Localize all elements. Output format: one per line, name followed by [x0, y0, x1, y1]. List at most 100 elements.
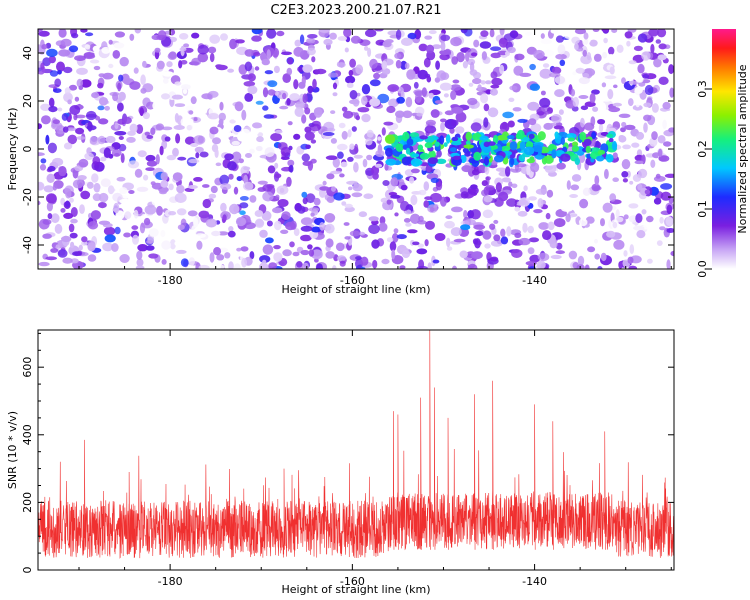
spectrogram-feature-cell — [434, 141, 440, 147]
spectrogram-cell — [76, 67, 88, 75]
spectrogram-cell — [60, 208, 66, 213]
spectrogram-cell — [644, 189, 651, 195]
spectrogram-feature-cell — [554, 131, 559, 139]
spectrogram-cell — [344, 47, 349, 53]
spectrogram-cell — [201, 93, 213, 100]
spectrogram-cell — [136, 186, 149, 192]
spectrogram-cell — [499, 64, 505, 75]
spectrogram-cell — [265, 237, 274, 244]
spectrogram-cell — [440, 122, 445, 132]
spectrogram-cell — [600, 252, 607, 262]
spectrogram-cell — [124, 211, 132, 220]
spectrogram-cell — [367, 47, 372, 57]
spectrogram-cell — [199, 151, 209, 158]
spectrogram-cell — [622, 178, 629, 183]
spectrogram-cell — [156, 60, 165, 70]
spectrogram-cell — [391, 249, 396, 260]
spectrogram-cell — [293, 228, 300, 237]
spectrogram-cell — [452, 79, 460, 84]
spectrogram-cell — [430, 177, 439, 183]
spectrogram-cell — [542, 63, 550, 68]
spectrogram-feature-cell — [449, 147, 457, 153]
spectrogram-cell — [475, 230, 484, 237]
spectrogram-feature-cell — [419, 135, 429, 140]
spectrogram-cell — [307, 85, 314, 94]
spectrogram-cell — [389, 241, 397, 252]
spectrogram-cell — [52, 119, 60, 125]
spectrogram-cell — [509, 85, 518, 91]
spectrogram-cell — [618, 261, 623, 269]
spectrogram-cell — [499, 29, 505, 36]
spectrogram-cell — [432, 259, 440, 264]
spectrogram-cell — [361, 113, 371, 123]
spectrogram-feature-cell — [406, 138, 414, 146]
spectrogram-cell — [210, 185, 218, 194]
spectrogram-cell — [181, 84, 191, 90]
spectrogram-cell — [656, 29, 667, 38]
spectrogram-cell — [632, 118, 640, 127]
spectrogram-cell — [337, 36, 348, 41]
spectrogram-cell — [300, 217, 313, 226]
spectrogram-cell — [404, 62, 410, 70]
spectrogram-cell — [355, 256, 362, 260]
spectrogram-cell — [425, 119, 436, 126]
spectrogram-cell — [343, 29, 352, 38]
spectrogram-cell — [145, 167, 155, 172]
spectrogram-cell — [160, 103, 173, 111]
spectrogram-feature-cell — [583, 138, 592, 146]
spectrogram-cell — [193, 217, 199, 228]
spectrogram-cell — [239, 196, 249, 201]
spectrogram-cell — [56, 125, 66, 135]
spectrogram-cell — [468, 82, 474, 87]
spectrogram-cell — [527, 101, 540, 111]
spectrogram-cell — [498, 37, 508, 48]
spectrogram-cell — [460, 191, 469, 199]
spectrogram-cell — [154, 47, 161, 53]
spectrogram-cell — [48, 97, 55, 108]
spectrogram-cell — [250, 129, 259, 136]
spectrogram-cell — [187, 185, 198, 189]
spectrogram-cell — [621, 121, 627, 128]
spectrogram-cell — [41, 44, 48, 50]
spectrogram-cell — [129, 123, 138, 133]
spectrogram-cell — [451, 106, 464, 114]
spectrogram-cell — [310, 212, 315, 217]
spectrogram-cell — [162, 71, 174, 77]
spectrogram-cell — [356, 92, 361, 97]
spectrogram-cell — [132, 234, 139, 245]
spectrogram-cell — [209, 252, 215, 263]
spectrogram-cell — [382, 180, 390, 186]
spectrogram-cell — [47, 213, 53, 220]
spectrogram-cell — [71, 33, 79, 39]
snr-frame — [37, 329, 675, 571]
spectrogram-feature-cell — [487, 141, 496, 146]
spectrogram-cell — [187, 249, 199, 259]
spectrogram-cell — [93, 182, 101, 193]
spectrogram-cell — [643, 102, 652, 108]
spectrogram-cell — [528, 266, 536, 269]
spectrogram-cell — [171, 94, 183, 100]
spectrogram-cell — [45, 256, 58, 261]
spectrogram-cell — [247, 73, 256, 82]
spectrogram-cell — [582, 73, 590, 78]
spectrogram-cell — [95, 116, 101, 121]
spectrogram-cell — [188, 110, 194, 115]
spectrogram-cell — [607, 89, 614, 100]
spectrogram-cell — [38, 218, 50, 230]
spectrogram-cell — [87, 254, 97, 262]
spectrogram-cell — [344, 236, 351, 240]
spectrogram-cell — [60, 38, 72, 47]
spectrogram-feature-cell — [451, 141, 462, 146]
spectrogram-feature-cell — [443, 142, 448, 148]
spectrogram-cell — [641, 51, 651, 61]
spectrogram-cell — [460, 224, 471, 231]
spectrogram-cell — [351, 192, 363, 198]
spectrogram-feature-cell — [385, 158, 397, 166]
spectrogram-cell — [97, 135, 106, 145]
spectrogram-cell — [301, 153, 310, 162]
spectrogram-cell — [174, 240, 183, 247]
spectrogram-cell — [312, 78, 317, 89]
spectrogram-feature-cell — [465, 140, 471, 146]
spectrogram-cell — [647, 258, 653, 264]
spectrogram-cell — [323, 38, 333, 46]
